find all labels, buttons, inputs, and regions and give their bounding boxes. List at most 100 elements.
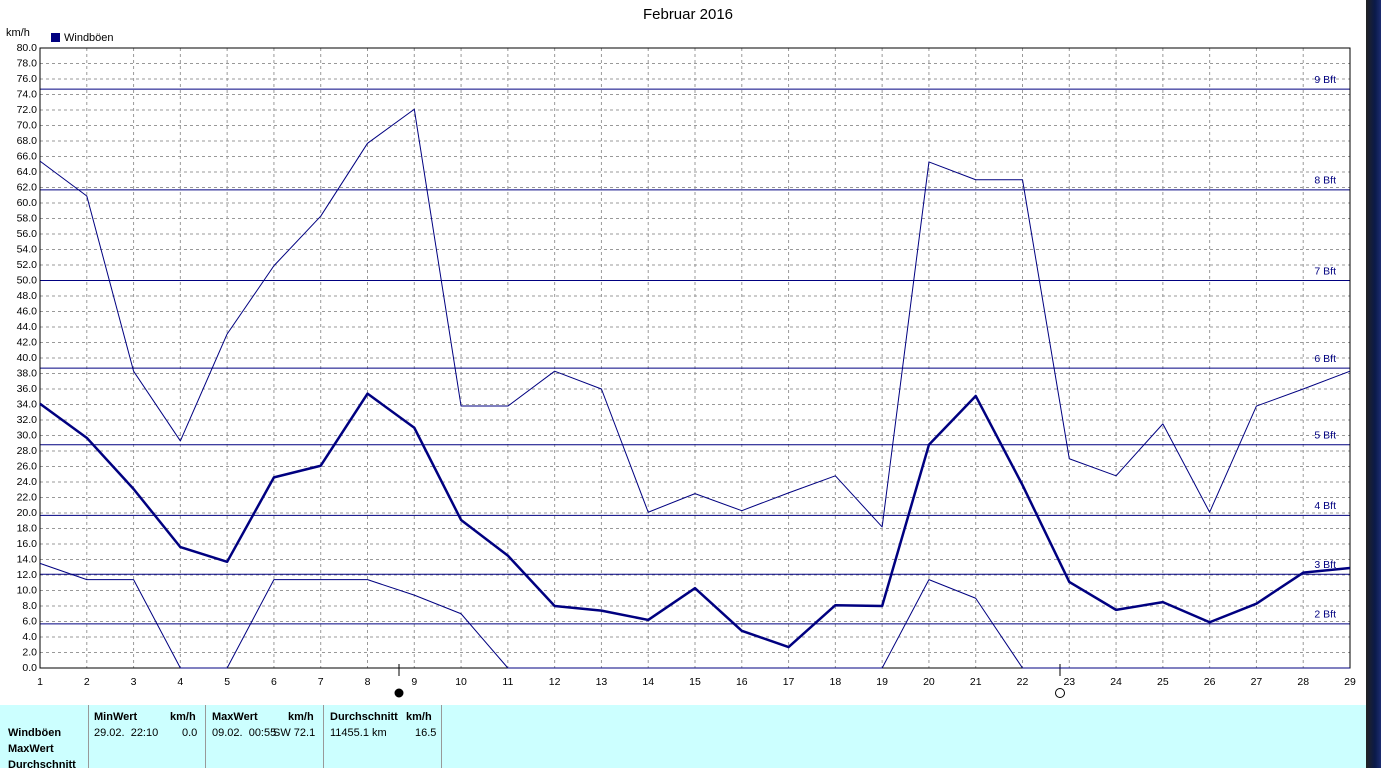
separator bbox=[441, 705, 442, 768]
y-tick-label: 46.0 bbox=[17, 305, 38, 317]
x-tick-label: 4 bbox=[177, 676, 183, 688]
x-tick-label: 3 bbox=[131, 676, 137, 688]
reference-label: 3 Bft bbox=[1314, 559, 1336, 571]
column-header: MinWert bbox=[94, 711, 138, 723]
reference-label: 4 Bft bbox=[1314, 500, 1336, 512]
y-tick-label: 62.0 bbox=[17, 181, 38, 193]
x-tick-label: 28 bbox=[1297, 676, 1309, 688]
y-tick-label: 34.0 bbox=[17, 398, 38, 410]
y-tick-label: 20.0 bbox=[17, 507, 38, 519]
separator bbox=[205, 705, 206, 768]
legend-label: Windböen bbox=[64, 32, 114, 44]
column-unit: km/h bbox=[406, 711, 432, 723]
x-tick-label: 26 bbox=[1204, 676, 1216, 688]
legend-swatch bbox=[51, 33, 60, 42]
y-tick-label: 70.0 bbox=[17, 119, 38, 131]
cell: 11455.1 km bbox=[330, 727, 387, 739]
x-tick-label: 19 bbox=[876, 676, 888, 688]
y-tick-label: 74.0 bbox=[17, 88, 38, 100]
y-tick-label: 16.0 bbox=[17, 538, 38, 550]
y-axis-label: km/h bbox=[6, 27, 30, 39]
x-tick-label: 20 bbox=[923, 676, 935, 688]
reference-label: 7 Bft bbox=[1314, 265, 1336, 277]
x-tick-label: 25 bbox=[1157, 676, 1169, 688]
x-tick-label: 13 bbox=[596, 676, 608, 688]
separator bbox=[323, 705, 324, 768]
x-tick-label: 29 bbox=[1344, 676, 1356, 688]
y-tick-label: 2.0 bbox=[22, 646, 37, 658]
x-tick-label: 27 bbox=[1251, 676, 1263, 688]
y-tick-label: 80.0 bbox=[17, 42, 38, 54]
x-tick-label: 6 bbox=[271, 676, 277, 688]
y-tick-label: 22.0 bbox=[17, 491, 38, 503]
series-line bbox=[39, 108, 1351, 528]
moon-icon bbox=[1055, 688, 1065, 698]
series-line bbox=[39, 392, 1351, 649]
chart: Februar 2016 km/h Windböen 0.0 2.0 4.0 6.0 8… bbox=[6, 6, 1356, 698]
reference-label: 6 Bft bbox=[1314, 353, 1336, 365]
y-tick-label: 56.0 bbox=[17, 228, 38, 240]
y-tick-label: 44.0 bbox=[17, 321, 38, 333]
column-header: Durchschnitt bbox=[330, 711, 398, 723]
y-tick-label: 58.0 bbox=[17, 212, 38, 224]
column-header: MaxWert bbox=[212, 711, 258, 723]
y-tick-label: 18.0 bbox=[17, 522, 38, 534]
x-tick-label: 10 bbox=[455, 676, 467, 688]
reference-label: 2 Bft bbox=[1314, 609, 1336, 621]
y-tick-label: 66.0 bbox=[17, 150, 38, 162]
y-tick-label: 68.0 bbox=[17, 135, 38, 147]
y-tick-label: 24.0 bbox=[17, 476, 38, 488]
y-tick-label: 0.0 bbox=[22, 662, 37, 674]
cell: 0.0 bbox=[182, 727, 198, 739]
x-tick-label: 8 bbox=[365, 676, 371, 688]
y-tick-label: 30.0 bbox=[17, 429, 38, 441]
y-tick-label: 28.0 bbox=[17, 445, 38, 457]
x-tick-label: 14 bbox=[642, 676, 654, 688]
cell: SW 72.1 bbox=[273, 727, 316, 739]
x-tick-label: 1 bbox=[37, 676, 43, 688]
window-edge bbox=[1366, 0, 1381, 768]
x-tick-label: 2 bbox=[84, 676, 90, 688]
summary-table: Windböen MaxWert Durchschnitt MinWert km… bbox=[0, 705, 1366, 771]
x-tick-label: 24 bbox=[1110, 676, 1122, 688]
y-tick-label: 54.0 bbox=[17, 243, 38, 255]
x-tick-label: 23 bbox=[1063, 676, 1075, 688]
y-tick-label: 10.0 bbox=[17, 584, 38, 596]
y-tick-label: 52.0 bbox=[17, 259, 38, 271]
y-tick-label: 48.0 bbox=[17, 290, 38, 302]
row-label: Durchschnitt bbox=[8, 759, 76, 771]
x-tick-label: 11 bbox=[502, 676, 513, 688]
x-tick-label: 16 bbox=[736, 676, 748, 688]
x-tick-label: 5 bbox=[224, 676, 230, 688]
row-label: MaxWert bbox=[8, 743, 54, 755]
column-unit: km/h bbox=[170, 711, 196, 723]
y-tick-label: 50.0 bbox=[17, 274, 38, 286]
x-tick-label: 12 bbox=[549, 676, 561, 688]
x-tick-label: 21 bbox=[970, 676, 982, 688]
cell: 16.5 bbox=[415, 727, 437, 739]
cell: 09.02. 00:55 bbox=[212, 727, 277, 739]
y-tick-label: 40.0 bbox=[17, 352, 38, 364]
series-line bbox=[39, 562, 1350, 669]
x-tick-label: 7 bbox=[318, 676, 324, 688]
y-tick-label: 42.0 bbox=[17, 336, 38, 348]
moon-icon bbox=[394, 688, 404, 698]
reference-label: 8 Bft bbox=[1314, 175, 1336, 187]
x-tick-label: 9 bbox=[411, 676, 417, 688]
column-unit: km/h bbox=[288, 711, 314, 723]
y-tick-label: 6.0 bbox=[22, 615, 37, 627]
y-tick-label: 36.0 bbox=[17, 383, 38, 395]
separator bbox=[88, 705, 89, 768]
y-tick-label: 38.0 bbox=[17, 367, 38, 379]
y-tick-label: 60.0 bbox=[17, 197, 38, 209]
cell: 29.02. 22:10 bbox=[94, 727, 159, 739]
y-tick-label: 8.0 bbox=[22, 600, 37, 612]
x-tick-label: 18 bbox=[830, 676, 842, 688]
row-label: Windböen bbox=[8, 727, 62, 739]
x-tick-label: 17 bbox=[783, 676, 795, 688]
y-tick-label: 4.0 bbox=[22, 631, 37, 643]
reference-label: 9 Bft bbox=[1314, 74, 1336, 86]
y-tick-label: 72.0 bbox=[17, 104, 38, 116]
x-tick-label: 15 bbox=[689, 676, 701, 688]
